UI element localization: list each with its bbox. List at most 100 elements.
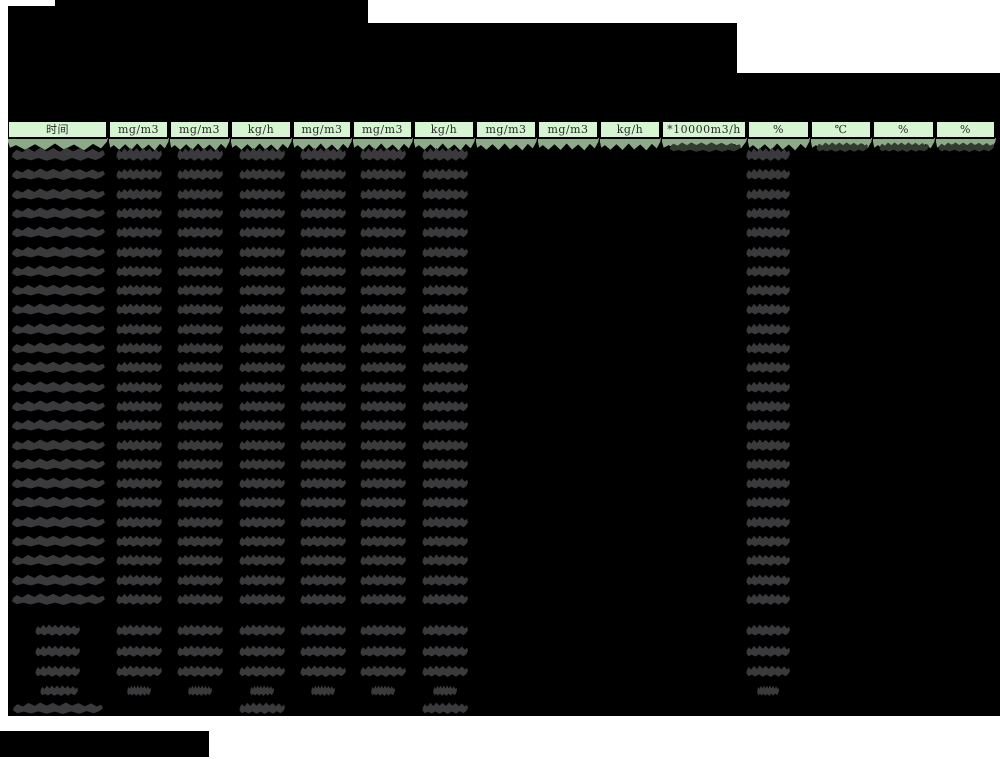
redacted-value-blob	[300, 554, 346, 566]
redacted-value-blob	[239, 645, 285, 657]
redacted-value-blob	[746, 458, 790, 470]
redacted-value-blob	[422, 342, 468, 354]
column-header-12: ℃	[811, 121, 871, 139]
redacted-value-blob	[116, 419, 162, 431]
redacted-value-blob	[422, 323, 468, 335]
redacted-value-blob	[422, 265, 468, 277]
redacted-value-blob	[300, 381, 346, 393]
column-header-1: mg/m3	[109, 121, 168, 139]
redacted-value-blob	[422, 665, 468, 677]
redacted-value-blob	[746, 265, 790, 277]
redacted-value-blob	[239, 439, 285, 451]
column-header-8: mg/m3	[538, 121, 598, 139]
redacted-value-blob	[422, 168, 468, 180]
redacted-value-blob	[422, 574, 468, 586]
redacted-value-blob	[360, 207, 406, 219]
redacted-value-blob	[746, 665, 790, 677]
redacted-value-blob	[239, 554, 285, 566]
redacted-datetime-blob	[11, 381, 105, 393]
redacted-value-blob	[239, 207, 285, 219]
redacted-value-blob	[746, 323, 790, 335]
redacted-value-blob	[360, 400, 406, 412]
redacted-value-blob	[239, 284, 285, 296]
redacted-datetime-blob	[11, 226, 105, 238]
redacted-value-blob	[300, 323, 346, 335]
redacted-value-blob	[116, 303, 162, 315]
redacted-value-blob	[300, 342, 346, 354]
redacted-value-blob	[300, 535, 346, 547]
redacted-value-blob	[746, 168, 790, 180]
column-header-7: mg/m3	[476, 121, 536, 139]
column-header-11: %	[748, 121, 809, 139]
redacted-value-blob	[360, 458, 406, 470]
redacted-value-blob	[177, 168, 223, 180]
redacted-value-blob	[116, 400, 162, 412]
redacted-value-blob	[300, 284, 346, 296]
redacted-value-blob	[300, 645, 346, 657]
redacted-value-blob	[422, 439, 468, 451]
redacted-value-blob	[746, 419, 790, 431]
redacted-value-blob	[239, 246, 285, 258]
redacted-value-blob	[422, 303, 468, 315]
redacted-value-blob	[116, 342, 162, 354]
redacted-value-blob	[300, 246, 346, 258]
redacted-value-blob	[360, 477, 406, 489]
redacted-label-blob	[12, 702, 103, 714]
redacted-title-block	[8, 6, 368, 122]
redacted-value-blob	[177, 496, 223, 508]
redacted-value-blob	[116, 496, 162, 508]
redacted-value-blob	[371, 685, 395, 696]
redacted-value-blob	[311, 685, 335, 696]
redacted-value-blob	[360, 188, 406, 200]
redacted-value-blob	[177, 665, 223, 677]
redacted-value-blob	[300, 439, 346, 451]
redacted-value-blob	[177, 554, 223, 566]
redacted-value-blob	[239, 496, 285, 508]
redacted-value-blob	[239, 342, 285, 354]
redacted-value-blob	[300, 168, 346, 180]
redacted-value-blob	[177, 593, 223, 605]
column-header-14: %	[936, 121, 995, 139]
redacted-datetime-blob	[11, 265, 105, 277]
redacted-value-blob	[746, 246, 790, 258]
redacted-value-blob	[177, 342, 223, 354]
redacted-value-blob	[300, 458, 346, 470]
redacted-value-blob	[177, 624, 223, 636]
redacted-value-blob	[360, 419, 406, 431]
redacted-datetime-blob	[11, 516, 105, 528]
redacted-datetime-blob	[11, 246, 105, 258]
redacted-title-block-top	[55, 0, 368, 6]
column-header-9: kg/h	[600, 121, 660, 139]
redacted-subtitle-block	[368, 23, 737, 122]
redacted-value-blob	[422, 419, 468, 431]
redacted-value-blob	[116, 361, 162, 373]
column-header-10: *10000m3/h	[662, 121, 746, 139]
redacted-value-blob	[433, 685, 457, 696]
redacted-value-blob	[300, 665, 346, 677]
redacted-datetime-blob	[11, 593, 105, 605]
redacted-value-blob	[177, 323, 223, 335]
redacted-value-blob	[239, 400, 285, 412]
redacted-datetime-blob	[11, 439, 105, 451]
redacted-datetime-blob	[11, 303, 105, 315]
redacted-value-blob	[239, 535, 285, 547]
redacted-value-blob	[360, 624, 406, 636]
redacted-datetime-blob	[11, 284, 105, 296]
redacted-first-row-blob	[938, 142, 994, 152]
redacted-value-blob	[116, 323, 162, 335]
redacted-datetime-blob	[11, 419, 105, 431]
column-header-6: kg/h	[414, 121, 474, 139]
redacted-value-blob	[360, 246, 406, 258]
redacted-datetime-blob	[11, 574, 105, 586]
column-header-2: mg/m3	[170, 121, 229, 139]
redacted-value-blob	[300, 477, 346, 489]
redacted-value-blob	[177, 645, 223, 657]
redacted-value-blob	[746, 381, 790, 393]
redacted-value-blob	[116, 188, 162, 200]
redacted-value-blob	[422, 361, 468, 373]
redacted-value-blob	[116, 246, 162, 258]
redacted-value-blob	[239, 665, 285, 677]
redacted-info-block	[737, 73, 1000, 122]
redacted-value-blob	[177, 303, 223, 315]
redacted-datetime-blob	[11, 400, 105, 412]
